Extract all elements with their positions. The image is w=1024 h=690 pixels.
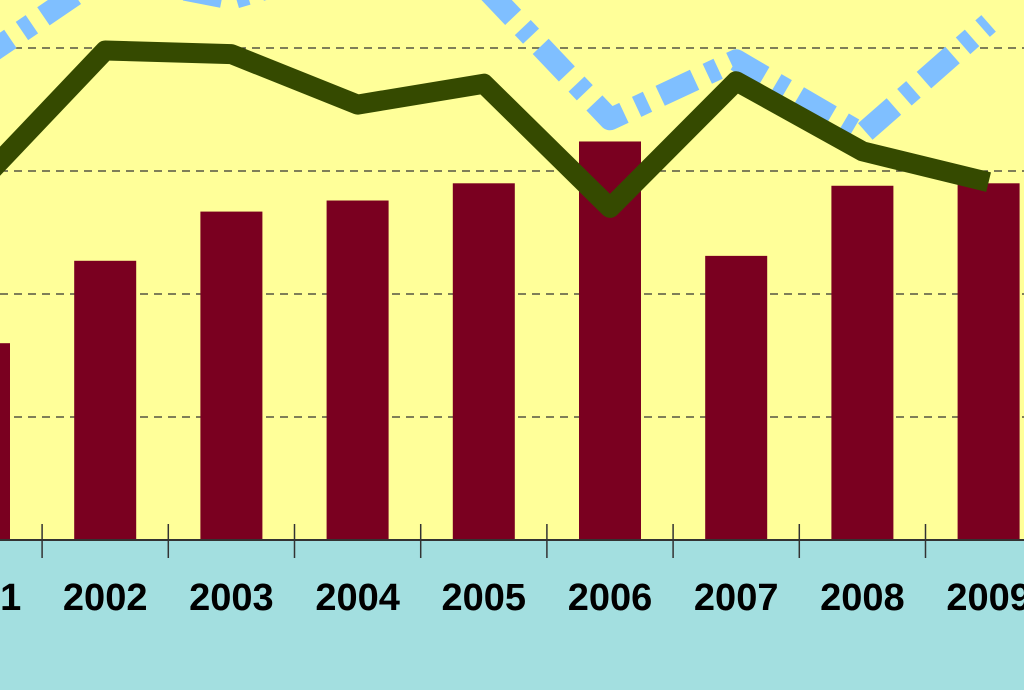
bar [200, 211, 263, 540]
bar [74, 260, 137, 540]
dashed-series-line [0, 0, 996, 146]
x-tick-label: 2009 [946, 577, 1024, 619]
bar [452, 183, 515, 541]
line-series [0, 0, 996, 218]
bar [705, 255, 768, 540]
x-tick-label: 2006 [568, 577, 653, 619]
bar-series [0, 141, 1020, 541]
bar [0, 343, 10, 540]
bar [831, 185, 894, 540]
x-tick-label: 2007 [694, 577, 779, 619]
bar [326, 200, 389, 540]
x-tick-label: 2002 [63, 577, 148, 619]
x-tick-label: 2004 [315, 577, 400, 619]
bar [957, 183, 1020, 541]
dark-series-line [0, 40, 991, 218]
x-axis-ticks [41, 524, 927, 558]
x-tick-label: 2008 [820, 577, 905, 619]
x-tick-label: 2005 [442, 577, 527, 619]
x-axis-tick-labels: 2001 2002 2003 2004 2005 2006 2007 2008 2009 [0, 577, 1024, 619]
x-tick-label: 2003 [189, 577, 274, 619]
x-tick-label: 2001 [0, 577, 21, 619]
